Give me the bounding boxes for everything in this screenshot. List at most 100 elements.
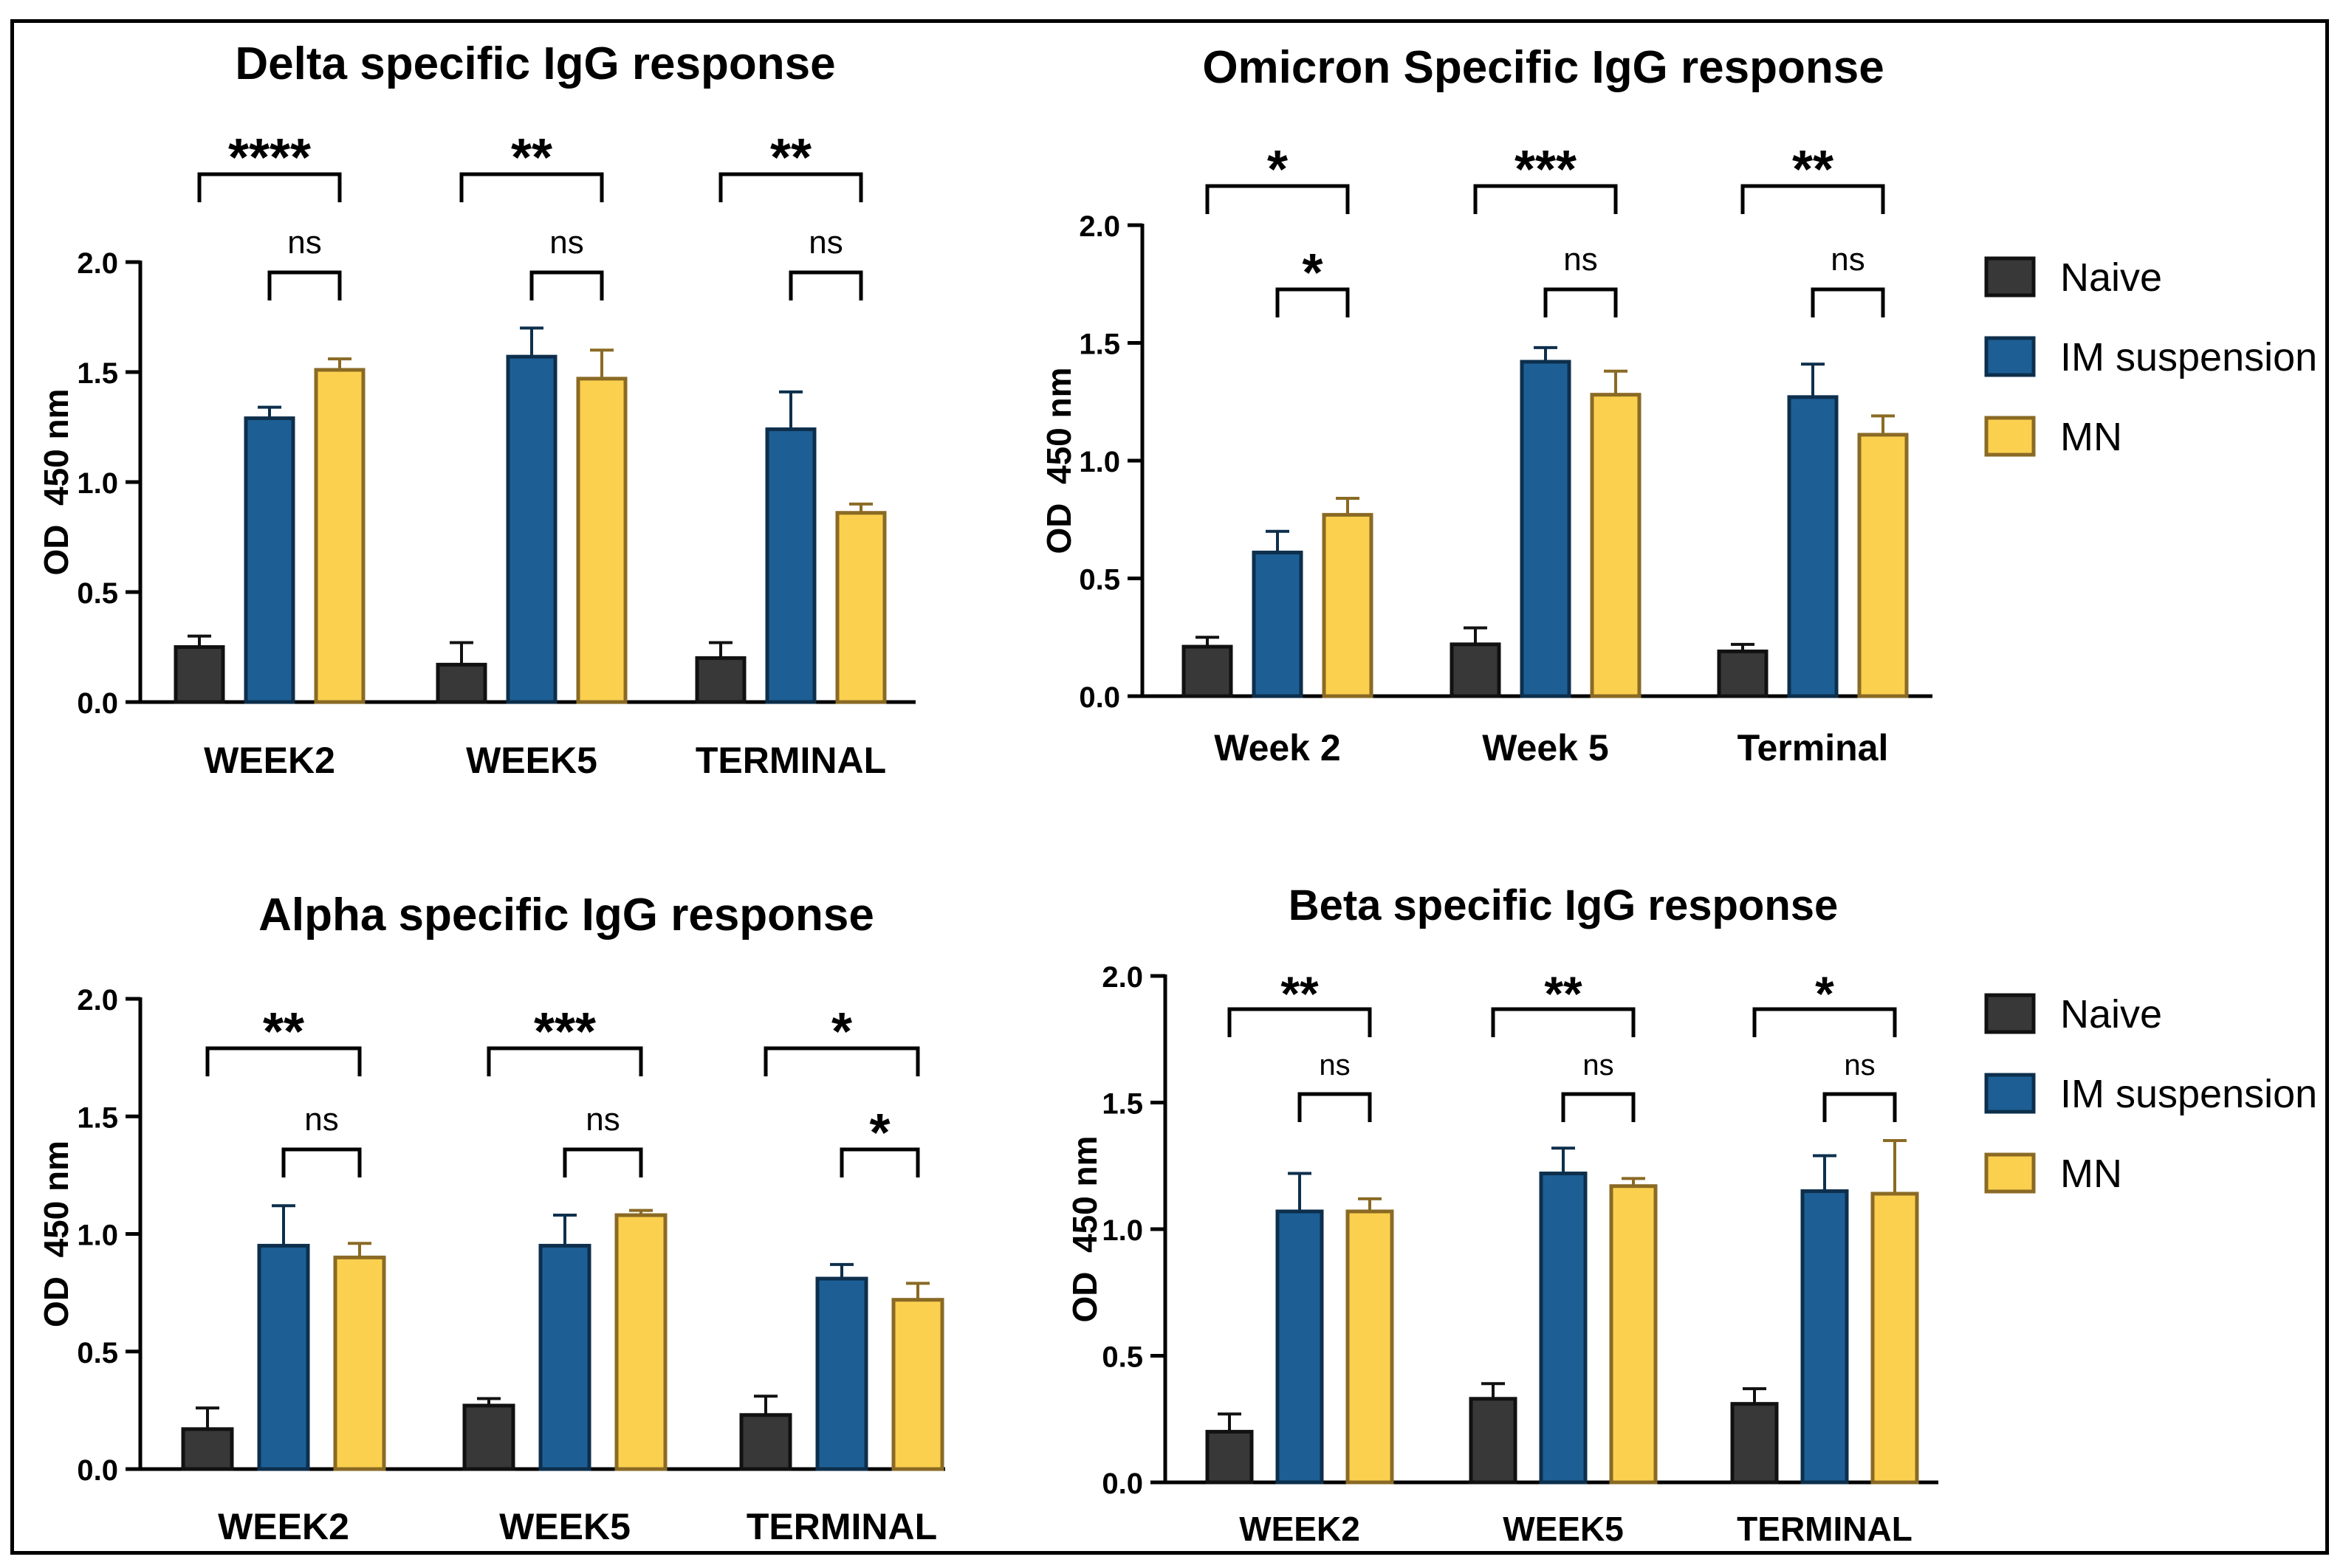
x-tick-label: Week 5 <box>1482 727 1608 768</box>
bracket-inner <box>267 270 342 300</box>
bracket-inner <box>1811 287 1885 317</box>
bar-mn <box>1609 1184 1658 1485</box>
chart-alpha: Alpha specific IgG response OD 450 nm 0.0 0… <box>37 890 945 1547</box>
y-axis-label: OD 450 nm <box>1040 367 1078 554</box>
y-tick-label: 1.5 <box>77 1101 118 1134</box>
bracket-inner <box>281 1147 362 1177</box>
bracket-outer <box>1491 1007 1636 1037</box>
bar-mn <box>314 368 366 704</box>
legend-label: MN <box>2060 1152 2122 1196</box>
legend-label: Naive <box>2060 992 2162 1036</box>
y-tick-label: 1.5 <box>1102 1088 1143 1121</box>
legend-swatch-naive <box>1984 993 2036 1034</box>
y-tick-label: 1.0 <box>77 1220 118 1252</box>
bracket-outer <box>1473 184 1618 214</box>
bar-im-suspension <box>506 354 558 704</box>
chart-title: Beta specific IgG response <box>1289 881 1839 929</box>
bar-im-suspension <box>244 416 295 704</box>
bracket-inner <box>1543 287 1618 317</box>
x-tick-label: WEEK2 <box>1239 1510 1360 1548</box>
significance-label: ns <box>1831 241 1865 278</box>
bracket-inner <box>1822 1092 1897 1122</box>
y-tick-label: 1.5 <box>77 357 118 390</box>
bar-naive <box>174 645 225 704</box>
bar-mn <box>835 511 887 704</box>
bar-naive <box>462 1403 515 1471</box>
y-tick-label: 0.0 <box>77 687 118 720</box>
significance-label: ** <box>511 128 552 188</box>
legend-omicron: Naive IM suspension MN <box>1984 255 2317 459</box>
y-tick-label: 2.0 <box>1079 210 1120 243</box>
significance-label: ** <box>1792 140 1833 199</box>
bar-im-suspension <box>1539 1172 1588 1485</box>
bracket-inner <box>1561 1092 1636 1122</box>
bracket-outer <box>487 1046 643 1076</box>
bracket-inner <box>1297 1092 1372 1122</box>
bar-naive <box>1181 644 1233 698</box>
bar-im-suspension <box>1252 550 1303 698</box>
significance-label: ns <box>809 224 843 261</box>
legend-swatch-naive <box>1984 256 2036 298</box>
bar-mn <box>891 1298 944 1471</box>
bar-naive <box>1450 642 1501 698</box>
y-tick-label: 1.0 <box>1079 446 1120 478</box>
bracket-outer <box>1752 1007 1897 1037</box>
bracket-inner <box>840 1147 920 1177</box>
y-tick-label: 0.0 <box>77 1454 118 1487</box>
y-tick-label: 2.0 <box>1102 961 1143 994</box>
significance-label: ns <box>287 224 321 261</box>
significance-label: * <box>869 1104 890 1163</box>
x-tick-label: TERMINAL <box>1737 1510 1913 1548</box>
chart-beta: Beta specific IgG response OD 450 nm 0.0 0.… <box>1066 881 1938 1548</box>
significance-label: ns <box>1563 241 1597 278</box>
chart-title: Omicron Specific IgG response <box>1202 42 1884 93</box>
bar-naive <box>1469 1397 1517 1485</box>
legend-swatch-im-suspension <box>1984 1073 2036 1114</box>
bar-mn <box>1322 512 1373 698</box>
bracket-inner <box>789 270 863 300</box>
x-tick-label: Terminal <box>1737 727 1889 768</box>
legend-beta: Naive IM suspension MN <box>1984 992 2317 1196</box>
legend-swatch-mn <box>1984 1152 2036 1194</box>
significance-label: ** <box>1280 966 1319 1021</box>
significance-label: ns <box>1844 1049 1875 1082</box>
significance-label: ns <box>549 224 583 261</box>
y-tick-label: 0.5 <box>77 1337 118 1369</box>
y-tick-label: 0.5 <box>1102 1341 1143 1374</box>
bracket-outer <box>1740 184 1885 214</box>
significance-label: * <box>1815 966 1834 1021</box>
legend-label: IM suspension <box>2060 1072 2317 1116</box>
bar-naive <box>739 1413 792 1471</box>
bar-naive <box>695 656 747 704</box>
y-tick-label: 1.0 <box>1102 1214 1143 1247</box>
bracket-inner <box>563 1147 643 1177</box>
significance-label: * <box>1267 140 1288 199</box>
bracket-outer <box>205 1046 362 1076</box>
bar-mn <box>333 1255 386 1471</box>
y-axis-label: OD 450 nm <box>1066 1135 1104 1322</box>
bracket-inner <box>529 270 604 300</box>
significance-label: ns <box>304 1101 338 1138</box>
legend-swatch-mn <box>1984 416 2036 457</box>
chart-delta: Delta specific IgG response OD 450 nm 0.0 0… <box>37 38 916 781</box>
bar-im-suspension <box>257 1243 310 1471</box>
legend-label: MN <box>2060 415 2122 459</box>
y-tick-label: 0.0 <box>1079 681 1120 714</box>
bar-naive <box>1205 1429 1254 1485</box>
significance-label: ns <box>1582 1049 1613 1082</box>
y-tick-label: 0.5 <box>1079 564 1120 596</box>
bar-im-suspension <box>1520 360 1571 698</box>
bracket-outer <box>1205 184 1350 214</box>
x-tick-label: WEEK2 <box>218 1506 349 1547</box>
bar-im-suspension <box>765 427 817 704</box>
chart-title: Delta specific IgG response <box>235 38 835 89</box>
bar-im-suspension <box>1275 1209 1324 1485</box>
legend-swatch-im-suspension <box>1984 336 2036 377</box>
y-axis-label: OD 450 nm <box>37 388 75 575</box>
y-tick-label: 2.0 <box>77 247 118 280</box>
bar-im-suspension <box>1800 1189 1849 1485</box>
bar-naive <box>1717 649 1769 698</box>
bar-mn <box>1345 1209 1394 1485</box>
